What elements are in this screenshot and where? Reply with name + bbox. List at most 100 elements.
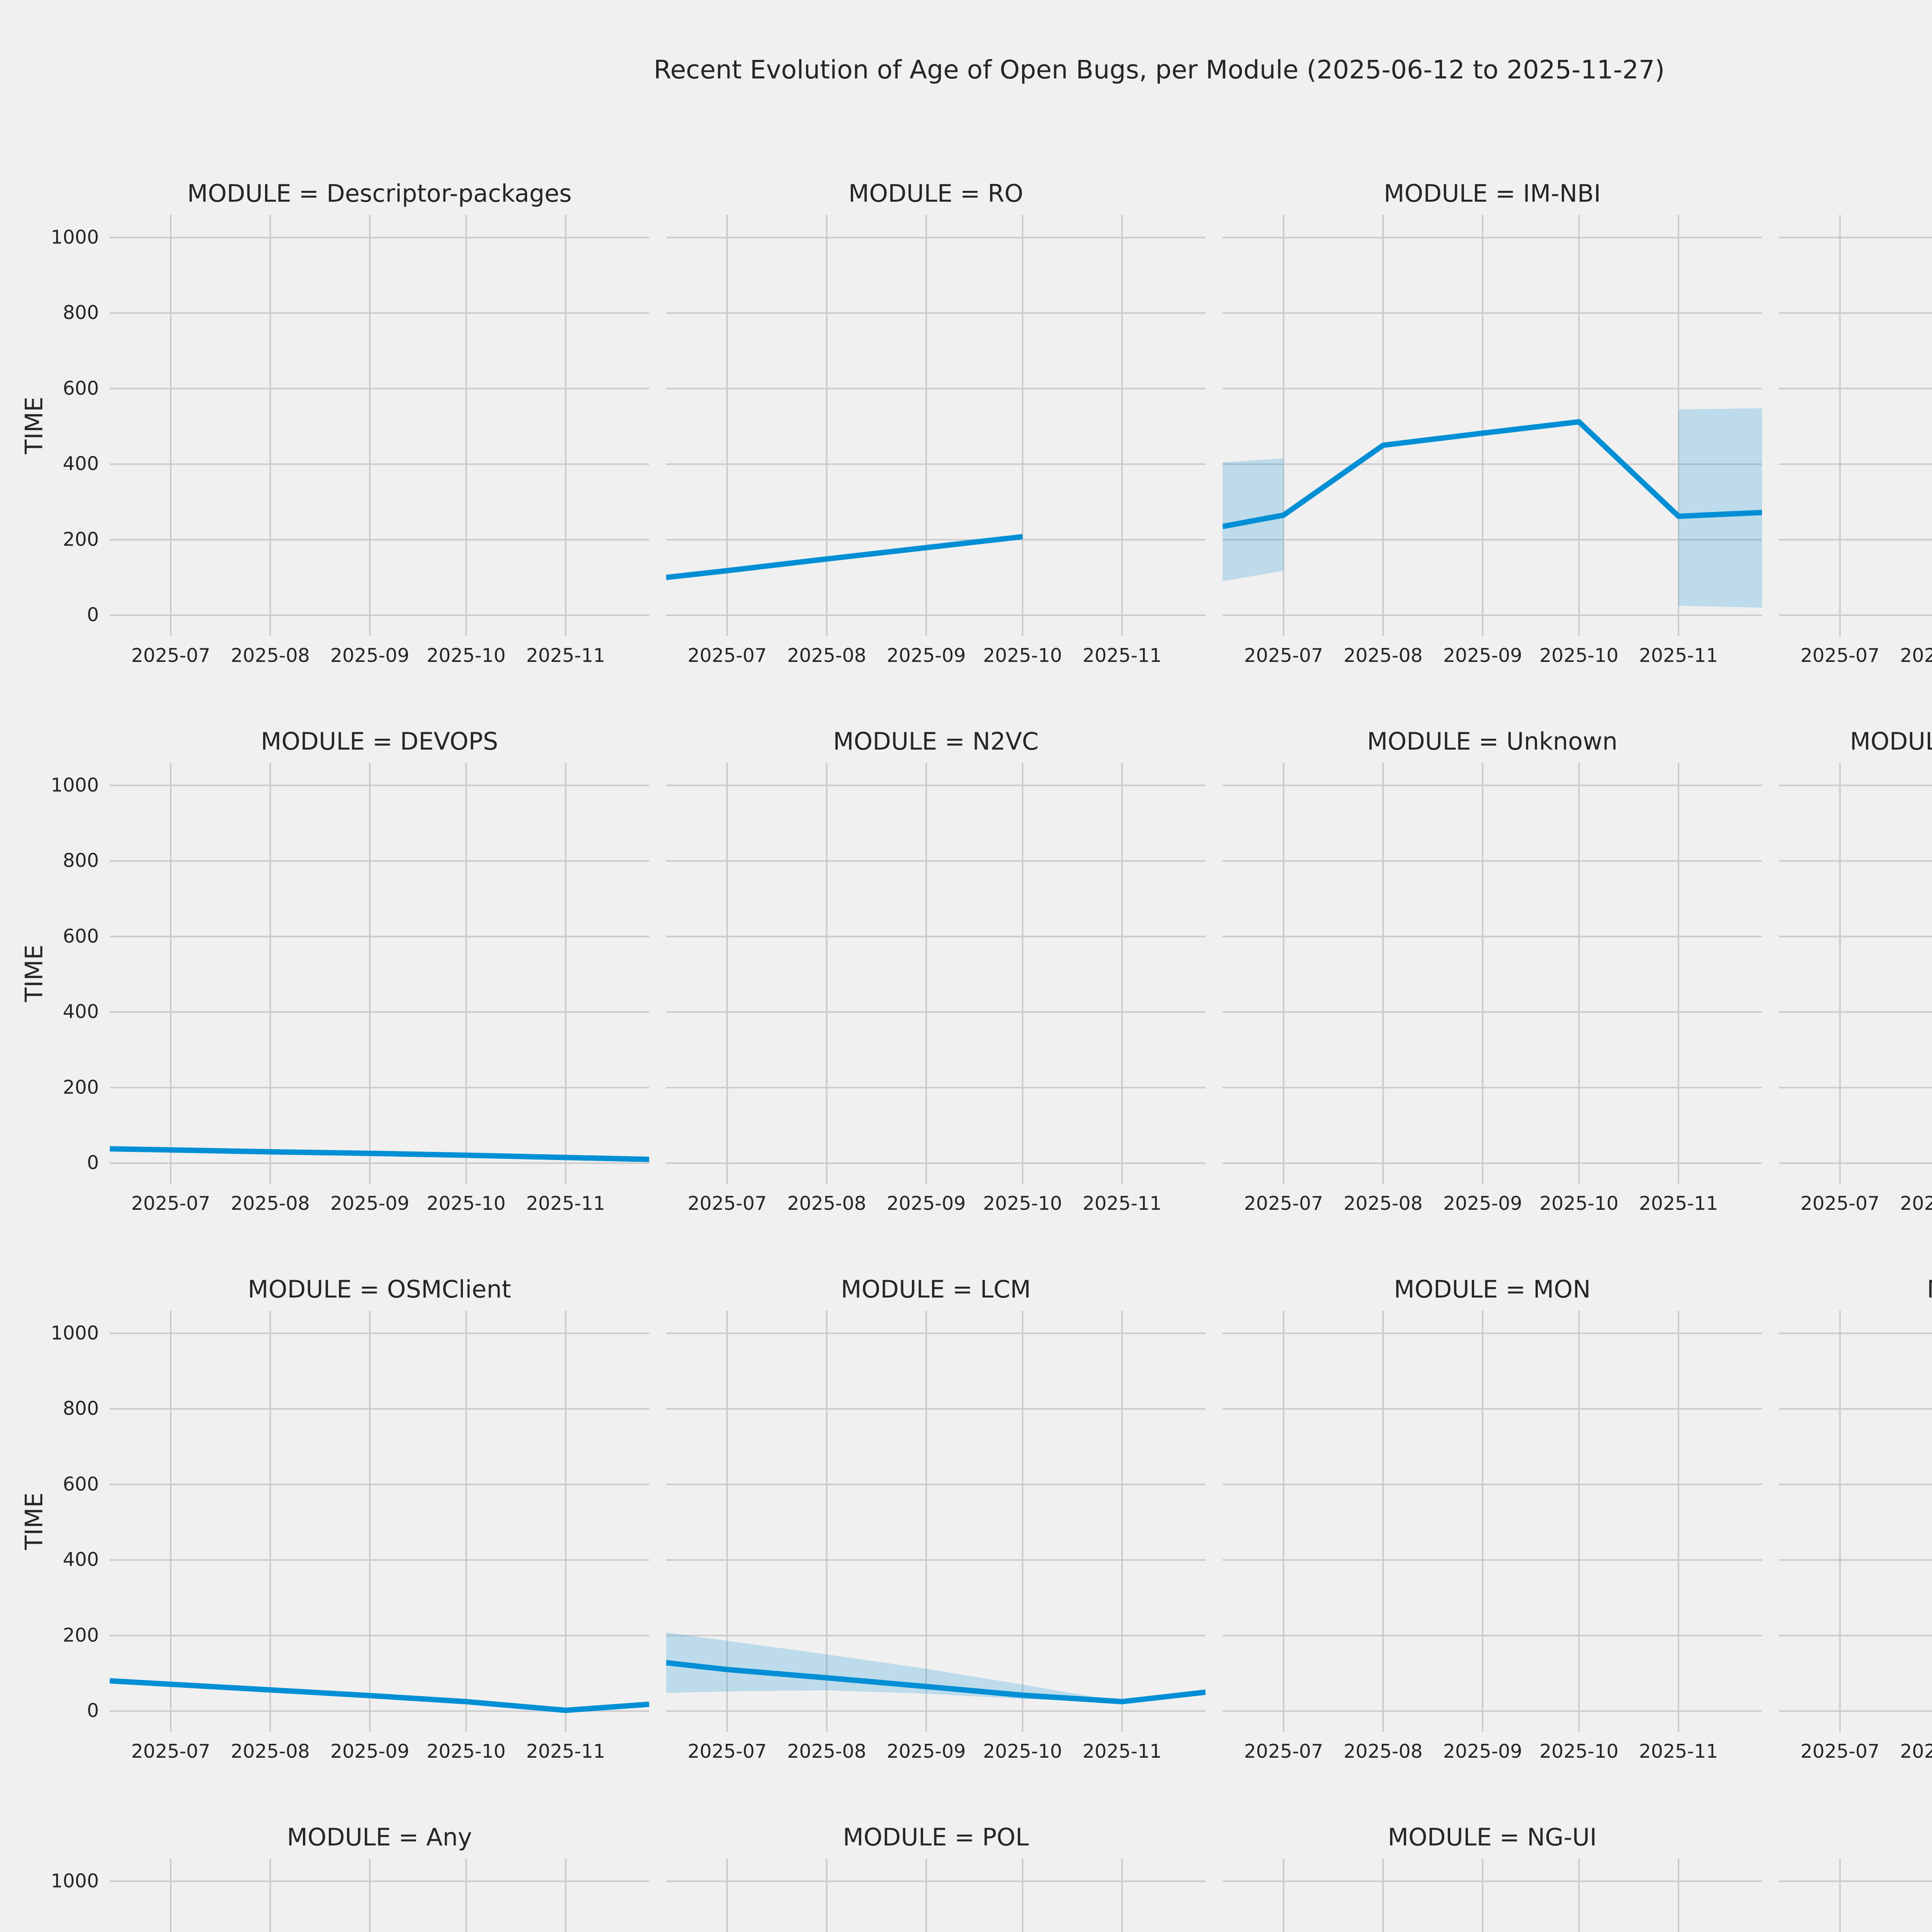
x-tick-label: 2025-11 — [1082, 645, 1162, 667]
facet-lcm: MODULE = LCM 2025-07 2025-08 2025-09 2025-1… — [666, 1267, 1206, 1815]
y-axis-label: TIME — [20, 944, 48, 1002]
plot-area: TIME 2025-072025-082025-092025-102025-11… — [51, 1859, 649, 1932]
facet-title: MODULE = NG-UI — [1388, 1823, 1597, 1851]
x-tick-label: 2025-09 — [330, 1192, 410, 1214]
x-tick-label: 2025-11 — [526, 1740, 605, 1762]
facet-osmclient: MODULE = OSMClient TIME 2025-07 2025-08 20… — [20, 1267, 649, 1815]
y-tick-label: 200 — [63, 528, 99, 551]
facet-any: MODULE = Any TIME 2025-072025-082025-092… — [51, 1815, 649, 1932]
x-tick-label: 2025-11 — [1639, 645, 1718, 667]
x-tick-label: 2025-07 — [131, 1192, 211, 1214]
data-line — [666, 534, 1023, 580]
x-tick-label: 2025-08 — [231, 645, 310, 667]
line-chart-svg — [666, 215, 1206, 636]
line-chart-svg — [1779, 1311, 1932, 1732]
facet-common: MODULE = common 2025-072025-082025-09202… — [1779, 1267, 1932, 1815]
confidence-band — [1678, 408, 1762, 608]
x-tick-label: 2025-08 — [787, 1740, 866, 1762]
x-tick-label: 2025-09 — [1443, 645, 1522, 667]
line-chart-svg — [666, 1859, 1206, 1932]
x-tick-label: 2025-07 — [687, 1192, 767, 1214]
x-tick-label: 2025-10 — [1539, 645, 1619, 667]
x-tick-label: 2025-09 — [886, 1192, 966, 1214]
x-tick-label: 2025-09 — [1443, 1192, 1522, 1214]
facet-devops: MODULE = DEVOPS TIME 2025-07 2025-08 2025-… — [20, 719, 649, 1267]
facet-title: MODULE = LCM — [841, 1275, 1031, 1303]
facet-im-nbi: MODULE = IM-NBI 2025-07 2025-08 2025-09 202… — [1223, 172, 1762, 719]
line-chart-svg — [666, 1311, 1206, 1732]
figure-title: Recent Evolution of Age of Open Bugs, pe… — [653, 55, 1665, 85]
x-tick-label: 2025-11 — [1639, 1740, 1718, 1762]
x-tick-label: 2025-07 — [687, 645, 767, 667]
facet-title: MODULE = Other — [1779, 172, 1932, 215]
x-tick-label: 2025-07 — [131, 1740, 211, 1762]
x-tick-label: 2025-11 — [526, 645, 605, 667]
x-tick-label: 2025-11 — [1082, 1740, 1162, 1762]
x-tick-label: 2025-08 — [1900, 1740, 1932, 1762]
x-tick-label: 2025-09 — [330, 1740, 410, 1762]
line-chart-svg — [1223, 1311, 1762, 1732]
line-chart-svg — [110, 1311, 649, 1732]
x-tick-label: 2025-09 — [886, 645, 966, 667]
x-tick-label: 2025-08 — [1344, 1740, 1423, 1762]
y-tick-label: 200 — [63, 1624, 99, 1646]
facet-pol: MODULE = POL MONTH 2025-072025-082025-09… — [666, 1815, 1206, 1932]
x-tick-label: 2025-08 — [1900, 1192, 1932, 1214]
x-tick-label: 2025-07 — [1244, 645, 1323, 667]
y-tick-label: 800 — [63, 1397, 99, 1420]
facet-other: MODULE = Other 2025-072025-082025-092025… — [1779, 172, 1932, 719]
y-tick-label: 800 — [63, 301, 99, 324]
line-chart-svg — [1223, 1859, 1762, 1932]
line-chart-svg — [1223, 763, 1762, 1184]
y-tick-label: 400 — [63, 1000, 99, 1023]
facet-title: MODULE = DEVOPS — [260, 727, 498, 755]
y-tick-label: 1000 — [51, 1870, 99, 1892]
x-tick-label: 2025-07 — [1800, 1740, 1880, 1762]
x-tick-label: 2025-11 — [526, 1192, 605, 1214]
x-tick-label: 2025-10 — [983, 1192, 1062, 1214]
x-tick-label: 2025-10 — [1539, 1192, 1619, 1214]
plot-area: MONTH 2025-072025-082025-092025-102025-1… — [1779, 1859, 1932, 1932]
line-chart-svg — [110, 763, 649, 1184]
y-tick-label: 0 — [87, 1151, 99, 1174]
facet-unknown: MODULE = Unknown 2025-07 2025-08 2025-09 20… — [1223, 719, 1762, 1267]
x-tick-label: 2025-07 — [687, 1740, 767, 1762]
y-tick-label: 1000 — [51, 226, 99, 248]
x-tick-label: 2025-10 — [1539, 1740, 1619, 1762]
facet-title: MODULE = RO — [848, 179, 1024, 207]
data-line — [110, 1146, 649, 1162]
y-tick-label: 600 — [63, 925, 99, 947]
facet-title: MODULE = IM-NBI — [1384, 179, 1601, 207]
line-chart-svg — [110, 215, 649, 636]
facet-grid: MODULE = Descriptor-packages TIME 2025-0… — [20, 172, 1932, 1932]
x-tick-label: 2025-07 — [1800, 1192, 1880, 1214]
y-tick-label: 1000 — [51, 1322, 99, 1344]
facet-title: MODULE = Descriptor-packages — [187, 179, 572, 207]
facet-title: MODULE = common — [1779, 1267, 1932, 1311]
x-tick-label: 2025-09 — [330, 645, 410, 667]
y-tick-label: 200 — [63, 1076, 99, 1099]
data-line — [1223, 419, 1762, 529]
facet-n2vc: MODULE = N2VC 2025-07 2025-08 2025-09 2025-… — [666, 719, 1206, 1267]
facet-pla: MODULE = PLA MONTH 2025-072025-082025-09… — [1779, 1815, 1932, 1932]
y-tick-label: 400 — [63, 452, 99, 475]
y-axis-label: TIME — [20, 1492, 48, 1550]
y-tick-label: 0 — [87, 604, 99, 626]
y-tick-label: 600 — [63, 1473, 99, 1495]
x-tick-label: 2025-11 — [1639, 1192, 1718, 1214]
x-tick-label: 2025-08 — [787, 1192, 866, 1214]
facet-ng-ui: MODULE = NG-UI MONTH 2025-072025-082025-… — [1223, 1815, 1762, 1932]
x-tick-label: 2025-07 — [1244, 1192, 1323, 1214]
facet-title: MODULE = PLA — [1779, 1815, 1932, 1859]
x-tick-label: 2025-10 — [426, 645, 506, 667]
x-tick-label: 2025-10 — [983, 645, 1062, 667]
facet-title: MODULE = Unknown — [1367, 727, 1618, 755]
